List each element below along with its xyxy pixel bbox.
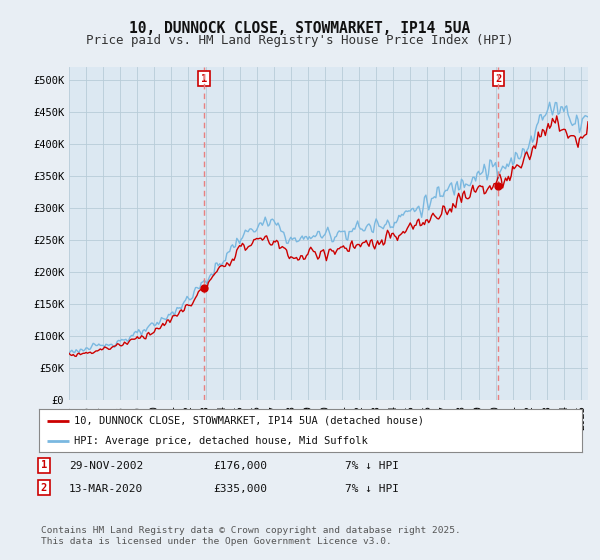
Text: 7% ↓ HPI: 7% ↓ HPI: [345, 461, 399, 472]
Text: 10, DUNNOCK CLOSE, STOWMARKET, IP14 5UA: 10, DUNNOCK CLOSE, STOWMARKET, IP14 5UA: [130, 21, 470, 36]
Text: 7% ↓ HPI: 7% ↓ HPI: [345, 484, 399, 494]
Text: 13-MAR-2020: 13-MAR-2020: [69, 484, 143, 494]
Text: £335,000: £335,000: [213, 484, 267, 494]
Text: Contains HM Land Registry data © Crown copyright and database right 2025.
This d: Contains HM Land Registry data © Crown c…: [41, 526, 461, 546]
Text: 1: 1: [201, 74, 207, 84]
Text: 10, DUNNOCK CLOSE, STOWMARKET, IP14 5UA (detached house): 10, DUNNOCK CLOSE, STOWMARKET, IP14 5UA …: [74, 416, 424, 426]
Text: 1: 1: [41, 460, 47, 470]
Text: 2: 2: [495, 74, 502, 84]
Text: Price paid vs. HM Land Registry's House Price Index (HPI): Price paid vs. HM Land Registry's House …: [86, 34, 514, 46]
Text: 29-NOV-2002: 29-NOV-2002: [69, 461, 143, 472]
Text: 2: 2: [41, 483, 47, 493]
Text: HPI: Average price, detached house, Mid Suffolk: HPI: Average price, detached house, Mid …: [74, 436, 368, 446]
Text: £176,000: £176,000: [213, 461, 267, 472]
